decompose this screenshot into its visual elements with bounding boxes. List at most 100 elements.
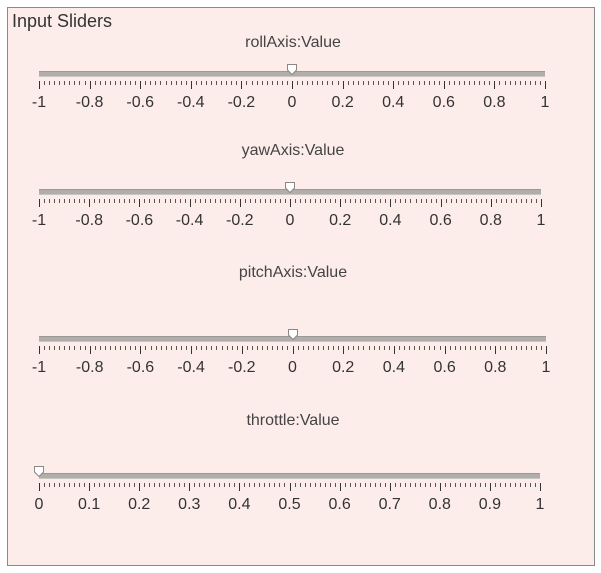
minor-tick (164, 483, 165, 487)
major-tick (90, 346, 91, 354)
minor-tick (450, 346, 451, 350)
minor-tick (470, 483, 471, 487)
minor-tick (165, 199, 166, 203)
minor-tick (445, 483, 446, 487)
tick-label: 1 (540, 94, 550, 111)
roll-axis-thumb[interactable] (287, 64, 297, 75)
major-tick (189, 483, 190, 491)
minor-tick (166, 81, 167, 85)
minor-tick (370, 483, 371, 487)
tick-label: 1 (536, 212, 546, 229)
minor-tick (510, 483, 511, 487)
minor-tick (470, 346, 471, 350)
minor-tick (540, 81, 541, 85)
minor-tick (94, 483, 95, 487)
minor-tick (104, 199, 105, 203)
minor-tick (270, 199, 271, 203)
minor-tick (460, 483, 461, 487)
minor-tick (114, 199, 115, 203)
minor-tick (54, 483, 55, 487)
minor-tick (360, 483, 361, 487)
major-tick (546, 346, 547, 354)
minor-tick (516, 346, 517, 350)
throttle-track[interactable] (39, 473, 540, 479)
minor-tick (104, 483, 105, 487)
major-tick (394, 346, 395, 354)
tick-label: -1 (31, 359, 47, 376)
minor-tick (325, 199, 326, 203)
minor-tick (536, 199, 537, 203)
minor-tick (404, 346, 405, 350)
minor-tick (84, 483, 85, 487)
minor-tick (440, 346, 441, 350)
minor-tick (489, 81, 490, 85)
minor-tick (181, 81, 182, 85)
minor-tick (156, 346, 157, 350)
minor-tick (232, 346, 233, 350)
minor-tick (506, 199, 507, 203)
pitch-axis-ticks (39, 346, 547, 356)
minor-tick (520, 483, 521, 487)
minor-tick (476, 199, 477, 203)
minor-tick (345, 483, 346, 487)
major-tick (495, 346, 496, 354)
tick-label: 0.2 (331, 94, 354, 111)
minor-tick (505, 483, 506, 487)
minor-tick (395, 199, 396, 203)
major-tick (239, 483, 240, 491)
minor-tick (267, 346, 268, 350)
throttle-slider: throttle:Value 0 0.1 0.2 0.3 0.4 0.5 0.6 0.7 0.8… (8, 411, 596, 513)
minor-tick (149, 483, 150, 487)
minor-tick (350, 483, 351, 487)
minor-tick (259, 483, 260, 487)
minor-tick (431, 199, 432, 203)
minor-tick (79, 483, 80, 487)
minor-tick (449, 81, 450, 85)
minor-tick (49, 346, 50, 350)
minor-tick (405, 199, 406, 203)
minor-tick (465, 346, 466, 350)
minor-tick (348, 81, 349, 85)
throttle-thumb[interactable] (34, 466, 44, 477)
tick-label: -0.8 (75, 212, 103, 229)
tick-label: -0.8 (75, 359, 104, 376)
minor-tick (434, 81, 435, 85)
minor-tick (257, 346, 258, 350)
minor-tick (454, 81, 455, 85)
minor-tick (460, 346, 461, 350)
major-tick (494, 81, 495, 89)
minor-tick (262, 346, 263, 350)
minor-tick (385, 199, 386, 203)
tick-label: -0.2 (228, 359, 256, 376)
minor-tick (245, 199, 246, 203)
minor-tick (320, 483, 321, 487)
minor-tick (125, 346, 126, 350)
pitch-axis-thumb[interactable] (287, 329, 298, 340)
minor-tick (94, 199, 95, 203)
minor-tick (400, 483, 401, 487)
tick-label: -0.6 (125, 212, 154, 229)
minor-tick (350, 199, 351, 203)
minor-tick (110, 346, 111, 350)
major-tick (190, 199, 191, 207)
minor-tick (455, 483, 456, 487)
tick-label: 0.4 (382, 94, 405, 111)
minor-tick (69, 483, 70, 487)
yaw-axis-thumb[interactable] (285, 182, 295, 193)
minor-tick (124, 199, 125, 203)
major-tick (545, 81, 546, 89)
minor-tick (64, 346, 65, 350)
minor-tick (486, 199, 487, 203)
minor-tick (186, 346, 187, 350)
minor-tick (474, 81, 475, 85)
minor-tick (400, 199, 401, 203)
minor-tick (44, 81, 45, 85)
major-tick (445, 346, 446, 354)
minor-tick (424, 346, 425, 350)
minor-tick (375, 199, 376, 203)
minor-tick (119, 199, 120, 203)
minor-tick (211, 81, 212, 85)
minor-tick (409, 346, 410, 350)
minor-tick (206, 346, 207, 350)
tick-label: 0.6 (433, 359, 456, 376)
